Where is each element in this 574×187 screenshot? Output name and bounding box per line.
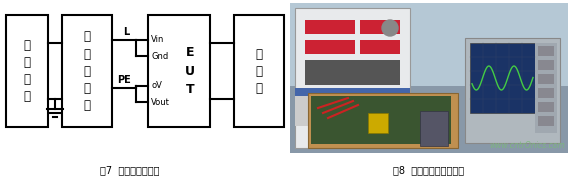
- Bar: [290, 85, 568, 153]
- Text: 图8  冲击耐压现场布置图: 图8 冲击耐压现场布置图: [393, 165, 464, 175]
- Bar: [295, 96, 410, 126]
- Bar: [6, 15, 48, 127]
- Bar: [305, 60, 400, 85]
- Bar: [538, 60, 554, 70]
- Bar: [295, 8, 410, 148]
- Text: 示
波
器: 示 波 器: [255, 47, 262, 94]
- Bar: [234, 15, 284, 127]
- Text: oV: oV: [151, 81, 162, 90]
- Text: 图7  冲击耐压连线图: 图7 冲击耐压连线图: [100, 165, 160, 175]
- Text: E
U
T: E U T: [185, 47, 195, 96]
- Bar: [465, 38, 560, 143]
- Bar: [290, 3, 568, 153]
- Bar: [420, 111, 448, 146]
- Bar: [305, 20, 355, 34]
- Bar: [305, 40, 355, 54]
- Bar: [62, 15, 112, 127]
- Bar: [295, 88, 410, 96]
- Bar: [538, 102, 554, 112]
- Text: Gnd: Gnd: [151, 52, 168, 61]
- Bar: [311, 96, 451, 144]
- Bar: [535, 43, 557, 133]
- Text: PE: PE: [117, 75, 131, 85]
- Bar: [470, 43, 535, 113]
- Bar: [538, 46, 554, 56]
- Text: Vout: Vout: [151, 98, 170, 107]
- Bar: [360, 40, 400, 54]
- Text: www.cntrOnics.com: www.cntrOnics.com: [489, 141, 565, 150]
- Text: Vin: Vin: [151, 35, 164, 44]
- Bar: [368, 113, 388, 133]
- Text: 浪
涌
发
生
器: 浪 涌 发 生 器: [83, 30, 91, 111]
- Circle shape: [382, 20, 398, 36]
- Bar: [538, 116, 554, 126]
- Bar: [538, 88, 554, 98]
- Text: 供
电
电
源: 供 电 电 源: [24, 39, 30, 103]
- Text: L: L: [123, 27, 129, 37]
- Bar: [360, 20, 400, 34]
- Bar: [148, 15, 210, 127]
- Bar: [538, 74, 554, 84]
- Bar: [308, 93, 458, 148]
